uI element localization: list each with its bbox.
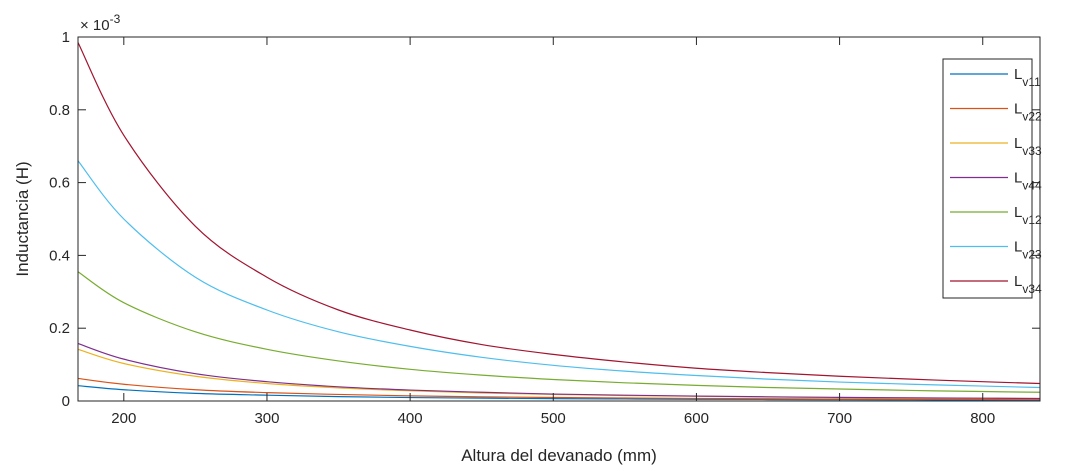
series-line-v23 xyxy=(77,160,1041,389)
y-tick-label: 0.8 xyxy=(49,102,70,119)
legend-entry-v44: Lv44 xyxy=(1014,170,1042,193)
y-axis-label: Inductancia (H) xyxy=(13,161,32,276)
y-axis-ticks: 0 0.2 0.4 0.6 0.8 1 xyxy=(49,29,1040,410)
legend-entry-v11: Lv11 xyxy=(1014,66,1041,89)
legend-entry-v23: Lv23 xyxy=(1014,239,1042,262)
x-tick-label: 800 xyxy=(970,410,995,427)
plot-area xyxy=(78,37,1040,401)
x-tick-label: 700 xyxy=(827,410,852,427)
plot-frame xyxy=(77,36,1041,402)
legend-entry-v22: Lv22 xyxy=(1014,101,1042,124)
x-axis-ticks: 200 300 400 500 600 700 800 xyxy=(111,37,995,427)
y-exponent-power: -3 xyxy=(110,12,121,26)
x-axis-label: Altura del devanado (mm) xyxy=(461,446,657,465)
y-exponent: × 10-3 xyxy=(80,12,121,34)
legend-entry-v12: Lv12 xyxy=(1014,204,1042,227)
series-line-v12 xyxy=(77,271,1041,393)
x-tick-label: 200 xyxy=(111,410,136,427)
legend-entry-v33: Lv33 xyxy=(1014,135,1042,158)
x-tick-label: 300 xyxy=(254,410,279,427)
legend: Lv11 Lv22 Lv33 Lv44 Lv12 Lv23 Lv34 xyxy=(942,58,1042,299)
series-line-v34 xyxy=(77,42,1041,385)
series-lines xyxy=(77,42,1041,401)
y-tick-label: 0.4 xyxy=(49,247,70,264)
y-tick-label: 1 xyxy=(62,29,70,46)
y-tick-label: 0 xyxy=(62,393,70,410)
y-tick-label: 0.2 xyxy=(49,320,70,337)
x-tick-label: 600 xyxy=(684,410,709,427)
y-exponent-base: × 10 xyxy=(80,17,110,34)
legend-entry-v34: Lv34 xyxy=(1014,273,1042,296)
y-tick-label: 0.6 xyxy=(49,175,70,192)
x-tick-label: 500 xyxy=(541,410,566,427)
legend-box xyxy=(942,58,1033,299)
x-tick-label: 400 xyxy=(398,410,423,427)
